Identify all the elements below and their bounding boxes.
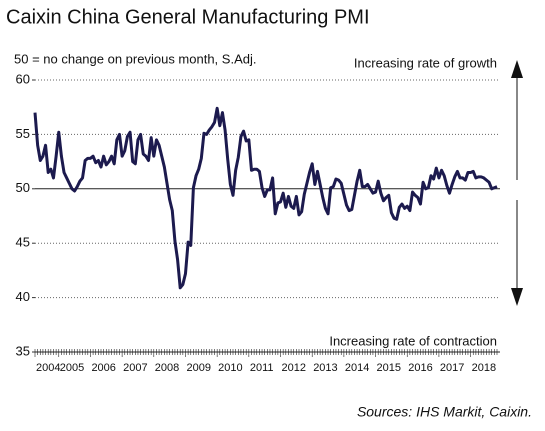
- x-tick-label: 2017: [440, 362, 464, 374]
- x-tick-label: 2010: [218, 362, 242, 374]
- y-tick-label: 45: [16, 235, 30, 250]
- x-tick-label: 2006: [91, 362, 115, 374]
- annotation: Increasing rate of contraction: [329, 333, 497, 348]
- direction-arrows: [511, 60, 523, 306]
- y-tick-label: 35: [16, 343, 30, 358]
- x-tick-label: 2007: [123, 362, 147, 374]
- x-tick-label: 2015: [377, 362, 401, 374]
- y-tick-label: 55: [16, 126, 30, 141]
- x-tick-label: 2013: [313, 362, 337, 374]
- source: Sources: IHS Markit, Caixin.: [357, 404, 532, 420]
- y-tick-label: 40: [16, 289, 30, 304]
- pmi-line: [33, 106, 498, 290]
- chart-title: Caixin China General Manufacturing PMI: [6, 6, 370, 28]
- x-tick-label: 2014: [345, 362, 369, 374]
- x-tick-label: 2008: [155, 362, 179, 374]
- x-tick-label: 2011: [250, 362, 274, 374]
- x-tick-label: 2005: [60, 362, 84, 374]
- x-tick-label: 2016: [408, 362, 432, 374]
- x-tick-label: 2004: [36, 362, 60, 374]
- annotation: Increasing rate of growth: [354, 55, 497, 70]
- x-tick-label: 2018: [472, 362, 496, 374]
- subtitle: 50 = no change on previous month, S.Adj.: [14, 51, 256, 66]
- y-tick-label: 60: [16, 71, 30, 86]
- x-tick-label: 2009: [186, 362, 210, 374]
- y-tick-label: 50: [16, 180, 30, 195]
- x-tick-label: 2012: [282, 362, 306, 374]
